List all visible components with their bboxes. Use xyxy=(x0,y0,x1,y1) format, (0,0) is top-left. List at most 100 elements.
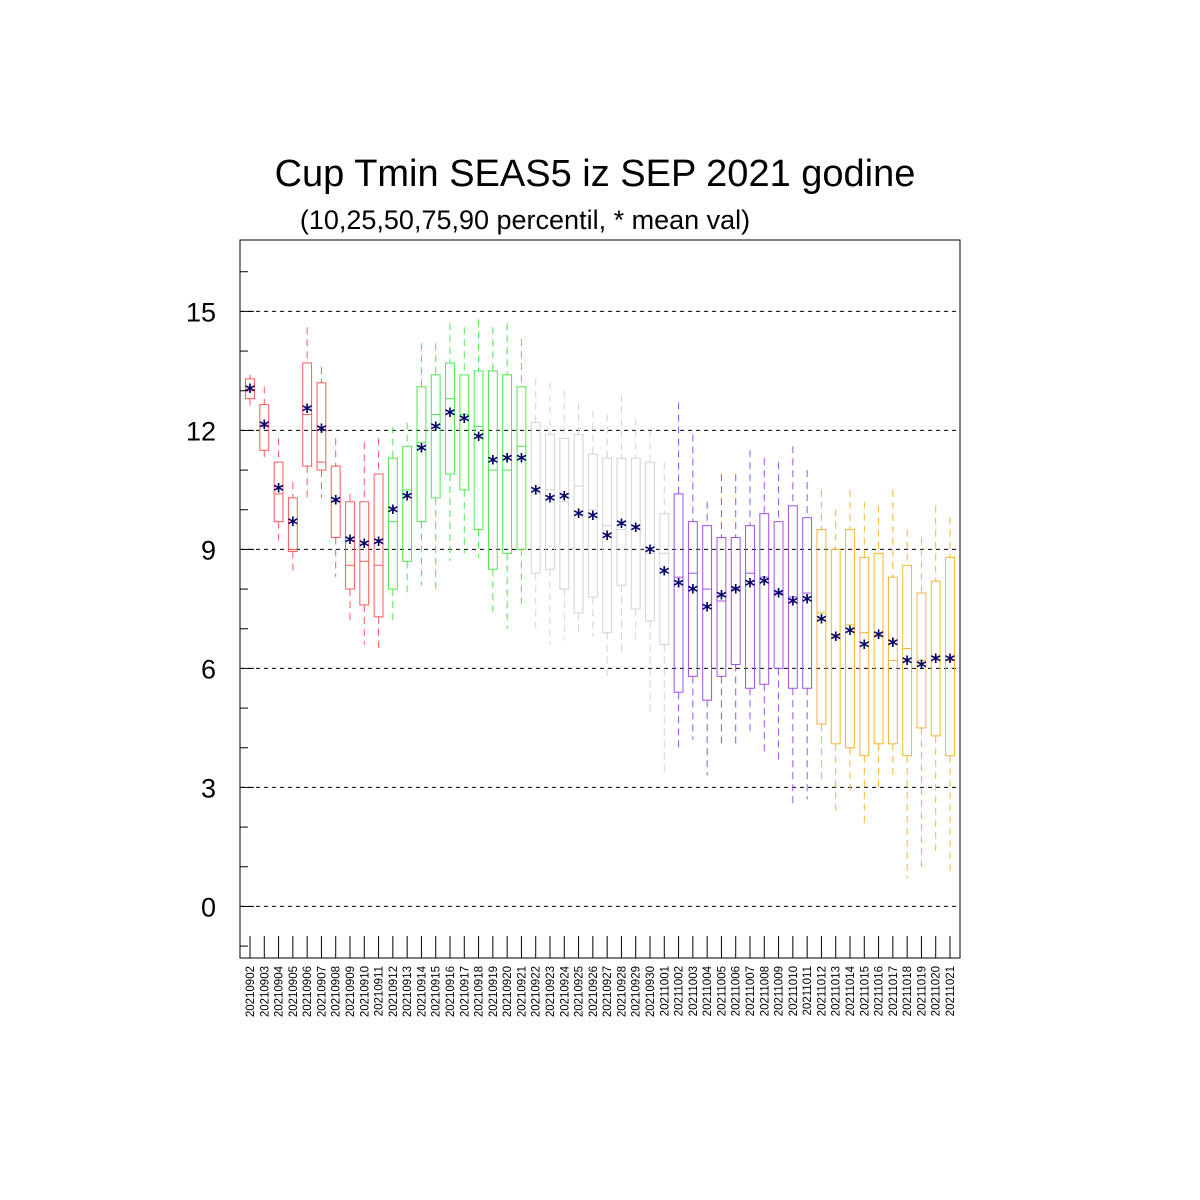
mean-marker: * xyxy=(659,562,670,586)
box-20210925 xyxy=(573,402,584,633)
box-iqr xyxy=(245,378,255,400)
box-iqr xyxy=(673,493,684,693)
box-20211004 xyxy=(702,501,713,776)
mean-marker: * xyxy=(945,649,956,673)
box-20210907 xyxy=(316,366,327,498)
box-20211008 xyxy=(759,458,770,752)
x-tick-label: 20210915 xyxy=(431,966,443,1017)
mean-marker: * xyxy=(316,419,327,443)
x-tick-label: 20210925 xyxy=(574,966,586,1017)
x-tick-label: 20211019 xyxy=(916,966,928,1016)
box-iqr xyxy=(587,453,598,598)
box-iqr xyxy=(730,537,741,665)
box-iqr xyxy=(316,382,327,471)
y-tick-label: 9 xyxy=(201,535,216,565)
box-iqr xyxy=(402,445,413,562)
box-20210916 xyxy=(445,323,455,562)
mean-marker: * xyxy=(345,530,356,554)
box-iqr xyxy=(573,433,584,614)
x-tick-label: 20210903 xyxy=(259,966,271,1017)
box-iqr xyxy=(645,461,655,622)
box-20211018 xyxy=(902,529,913,879)
box-iqr xyxy=(830,548,841,745)
mean-marker: * xyxy=(716,586,727,610)
x-tick-label: 20210909 xyxy=(345,966,357,1017)
x-tick-label: 20210907 xyxy=(316,966,328,1017)
x-tick-label: 20210902 xyxy=(245,966,257,1017)
mean-marker: * xyxy=(588,507,599,531)
y-tick-label: 0 xyxy=(201,892,216,922)
x-tick-label: 20210927 xyxy=(602,966,614,1017)
plot-frame xyxy=(239,239,961,959)
box-iqr xyxy=(687,521,698,677)
box-20210915 xyxy=(430,343,441,590)
box-20211007 xyxy=(745,450,755,736)
box-iqr xyxy=(602,457,613,634)
x-tick-label: 20211015 xyxy=(859,966,871,1016)
box-20211005 xyxy=(716,474,727,748)
x-tick-label: 20210929 xyxy=(631,966,643,1017)
box-iqr xyxy=(473,370,484,531)
box-20211013 xyxy=(830,509,841,816)
x-tick-label: 20210905 xyxy=(288,966,300,1017)
box-20210908 xyxy=(330,438,341,578)
box-20210914 xyxy=(416,343,427,586)
y-tick-label: 12 xyxy=(186,416,216,446)
box-iqr xyxy=(930,580,941,737)
box-20210919 xyxy=(487,327,498,613)
box-iqr xyxy=(845,529,855,749)
box-iqr xyxy=(559,437,570,590)
x-tick-label: 20211011 xyxy=(802,966,814,1015)
x-tick-label: 20210908 xyxy=(331,966,343,1017)
x-tick-label: 20211010 xyxy=(788,966,800,1016)
box-20210926 xyxy=(587,410,598,637)
x-tick-label: 20211013 xyxy=(831,966,843,1016)
box-20211001 xyxy=(659,462,670,772)
x-tick-label: 20210921 xyxy=(516,966,528,1017)
mean-marker: * xyxy=(259,415,270,439)
box-20211006 xyxy=(730,474,741,744)
box-iqr xyxy=(502,374,513,554)
x-tick-label: 20210920 xyxy=(502,966,514,1017)
box-20210904 xyxy=(273,438,284,542)
x-tick-label: 20210924 xyxy=(559,965,571,1017)
box-20211009 xyxy=(773,462,784,764)
x-tick-label: 20210912 xyxy=(388,966,400,1017)
box-20211002 xyxy=(673,402,684,748)
mean-marker: * xyxy=(330,491,341,515)
box-20210910 xyxy=(359,442,370,645)
box-20210903 xyxy=(259,386,270,463)
mean-marker: * xyxy=(559,487,570,511)
mean-marker: * xyxy=(302,400,313,424)
x-tick-label: 20211002 xyxy=(674,966,686,1016)
box-20210928 xyxy=(616,394,627,653)
box-iqr xyxy=(430,374,441,499)
x-tick-label: 20210923 xyxy=(545,966,557,1017)
box-20210918 xyxy=(473,319,484,558)
mean-marker: * xyxy=(602,527,613,551)
mean-marker: * xyxy=(245,380,256,404)
box-iqr xyxy=(616,457,627,586)
mean-marker: * xyxy=(673,574,684,598)
box-iqr xyxy=(459,374,470,491)
mean-marker: * xyxy=(473,427,484,451)
box-iqr xyxy=(630,457,641,610)
mean-marker: * xyxy=(516,449,527,473)
x-tick-label: 20211018 xyxy=(902,966,914,1016)
box-20210927 xyxy=(602,414,613,677)
box-iqr xyxy=(387,457,398,590)
mean-marker: * xyxy=(573,505,584,529)
box-20211011 xyxy=(802,470,813,800)
box-iqr xyxy=(259,404,270,451)
box-iqr xyxy=(345,501,355,590)
mean-marker: * xyxy=(773,584,784,608)
x-tick-label: 20211014 xyxy=(845,965,857,1016)
mean-marker: * xyxy=(430,417,441,441)
mean-marker: * xyxy=(830,628,841,652)
box-20211003 xyxy=(687,434,698,740)
x-tick-label: 20211003 xyxy=(688,966,700,1016)
box-20210917 xyxy=(459,327,470,554)
box-20210920 xyxy=(502,323,513,629)
mean-marker: * xyxy=(502,449,513,473)
